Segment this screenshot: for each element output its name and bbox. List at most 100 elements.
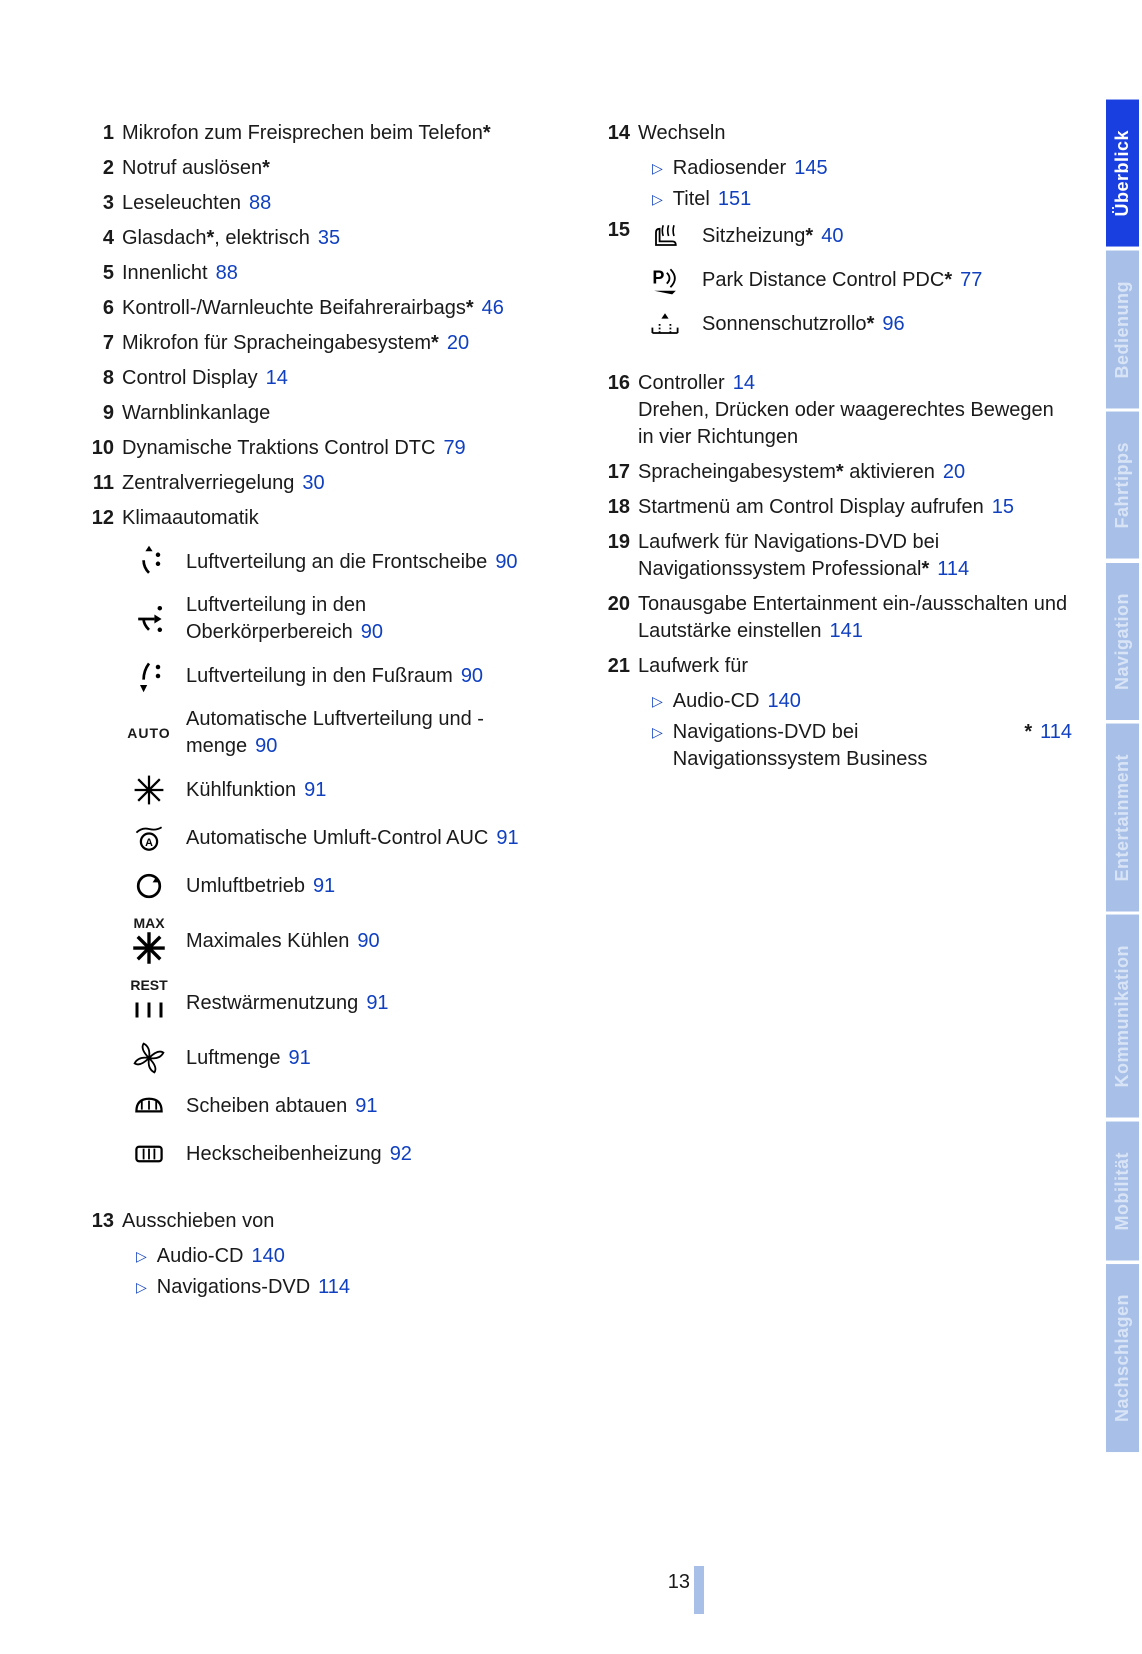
index-item-21: 21 Laufwerk für [596,653,1072,680]
item15-pdc: P Park Distance Control PDC*77 [638,262,1072,298]
triangle-icon: ▷ [652,692,663,719]
page-ref[interactable]: 140 [251,1243,284,1270]
recirculation-icon [122,868,176,904]
index-item-16: 16 Controller14Drehen, Drücken oder waag… [596,370,1072,451]
klima-row-vent-up: Luftverteilung an die Frontscheibe90 [122,544,556,580]
max-cool-icon: MAX [122,916,176,966]
page-ref[interactable]: 40 [821,225,843,247]
page-ref[interactable]: 92 [390,1143,412,1165]
index-item-14: 14 Wechseln [596,120,1072,147]
klima-row-defrost: Scheiben abtauen91 [122,1088,556,1124]
vent-footwell-icon [122,658,176,694]
auc-icon: A [122,820,176,856]
index-item-10: 10 Dynamische Traktions Control DTC79 [80,435,556,462]
page-ref[interactable]: 90 [255,735,277,757]
triangle-icon: ▷ [136,1247,147,1274]
sub-item: ▷Titel151 [652,186,1072,213]
sub-item: ▷Navigations-DVD bei Navigationssystem B… [652,719,1072,773]
index-item-7: 7 Mikrofon für Spracheingabesystem*20 [80,330,556,357]
page-ref[interactable]: 88 [216,262,238,284]
page-ref[interactable]: 30 [302,472,324,494]
page-ref[interactable]: 91 [304,779,326,801]
index-item-9: 9 Warnblinkanlage [80,400,556,427]
index-item-2: 2 Notruf auslösen* [80,155,556,182]
page-ref[interactable]: 15 [992,496,1014,518]
vent-body-icon [122,601,176,637]
page-ref[interactable]: 91 [313,875,335,897]
page-ref[interactable]: 96 [882,313,904,335]
page-ref[interactable]: 91 [366,992,388,1014]
page-ref[interactable]: 88 [249,192,271,214]
klima-row-rest: REST Restwärmenutzung91 [122,978,556,1028]
auto-icon: AUTO [122,724,176,743]
klima-row-fan: Luftmenge91 [122,1040,556,1076]
triangle-icon: ▷ [652,723,663,777]
tab-nachschlagen[interactable]: Nachschlagen [1106,1264,1139,1452]
page-ref[interactable]: 20 [447,332,469,354]
klima-row-vent-mid: Luftverteilung in den Oberkörperbereich9… [122,592,556,646]
page-ref[interactable]: 79 [443,437,465,459]
page-ref[interactable]: 46 [482,297,504,319]
index-item-3: 3 Leseleuchten88 [80,190,556,217]
tab-navigation[interactable]: Navigation [1106,563,1139,720]
index-item-13: 13 Ausschieben von [80,1208,556,1235]
fan-icon [122,1040,176,1076]
page-ref[interactable]: 90 [461,665,483,687]
tab-bedienung[interactable]: Bedienung [1106,251,1139,409]
tab-mobilitaet[interactable]: Mobilität [1106,1122,1139,1261]
tab-fahrtipps[interactable]: Fahrtipps [1106,412,1139,559]
klima-row-vent-down: Luftverteilung in den Fußraum90 [122,658,556,694]
triangle-icon: ▷ [136,1278,147,1305]
page-ref[interactable]: 14 [266,367,288,389]
tab-kommunikation[interactable]: Kommunikation [1106,915,1139,1118]
index-item-6: 6 Kontroll-/Warnleuchte Beifahrerairbags… [80,295,556,322]
rest-heat-icon: REST [122,978,176,1028]
page-ref[interactable]: 35 [318,227,340,249]
index-item-12: 12 Klimaautomatik [80,505,556,532]
page-ref[interactable]: 114 [318,1274,350,1301]
page-ref[interactable]: 90 [495,551,517,573]
page-ref[interactable]: 114 [1040,719,1072,773]
index-item-4: 4 Glasdach*, elektrisch35 [80,225,556,252]
klima-row-auto: AUTO Automatische Luftverteilung und -me… [122,706,556,760]
sub-item: ▷Audio-CD140 [652,688,1072,715]
index-item-8: 8 Control Display14 [80,365,556,392]
sub-item: ▷Radiosender145 [652,155,1072,182]
page-ref[interactable]: 90 [357,930,379,952]
section-tabs: Überblick Bedienung Fahrtipps Navigation… [1106,100,1142,1456]
page-ref[interactable]: 114 [937,558,969,580]
triangle-icon: ▷ [652,190,663,217]
left-column: 1 Mikrofon zum Freisprechen beim Telefon… [80,120,556,1305]
sunblind-icon [638,306,692,342]
sub-item: ▷Audio-CD140 [136,1243,556,1270]
index-item-5: 5 Innenlicht88 [80,260,556,287]
index-item-18: 18 Startmenü am Control Display aufrufen… [596,494,1072,521]
vent-windshield-icon [122,544,176,580]
index-item-11: 11 Zentralverriegelung30 [80,470,556,497]
page-ref[interactable]: 91 [355,1095,377,1117]
klima-row-max: MAX Maximales Kühlen90 [122,916,556,966]
page-ref[interactable]: 77 [960,269,982,291]
page-ref[interactable]: 90 [361,621,383,643]
item15-sunblind: Sonnenschutzrollo*96 [638,306,1072,342]
klima-row-rear-defrost: Heckscheibenheizung92 [122,1136,556,1172]
page-ref[interactable]: 151 [718,186,751,213]
tab-ueberblick[interactable]: Überblick [1106,100,1139,247]
page-ref[interactable]: 141 [829,620,862,642]
page-ref[interactable]: 91 [289,1047,311,1069]
triangle-icon: ▷ [652,159,663,186]
page-ref[interactable]: 14 [733,372,755,394]
page-ref[interactable]: 145 [794,155,827,182]
defrost-rear-icon [122,1136,176,1172]
index-item-17: 17 Spracheingabesystem* aktivieren20 [596,459,1072,486]
page-ref[interactable]: 91 [496,827,518,849]
right-column: 14 Wechseln ▷Radiosender145 ▷Titel151 15… [596,120,1072,1305]
tab-entertainment[interactable]: Entertainment [1106,724,1139,912]
page-ref[interactable]: 140 [767,688,800,715]
pdc-icon: P [638,262,692,298]
page-ref[interactable]: 20 [943,461,965,483]
klima-row-snowflake: Kühlfunktion91 [122,772,556,808]
item15-seat-heat: Sitzheizung*40 [638,218,1072,254]
index-item-20: 20 Tonausgabe Entertainment ein-/ausscha… [596,591,1072,645]
page-marker [694,1566,704,1614]
